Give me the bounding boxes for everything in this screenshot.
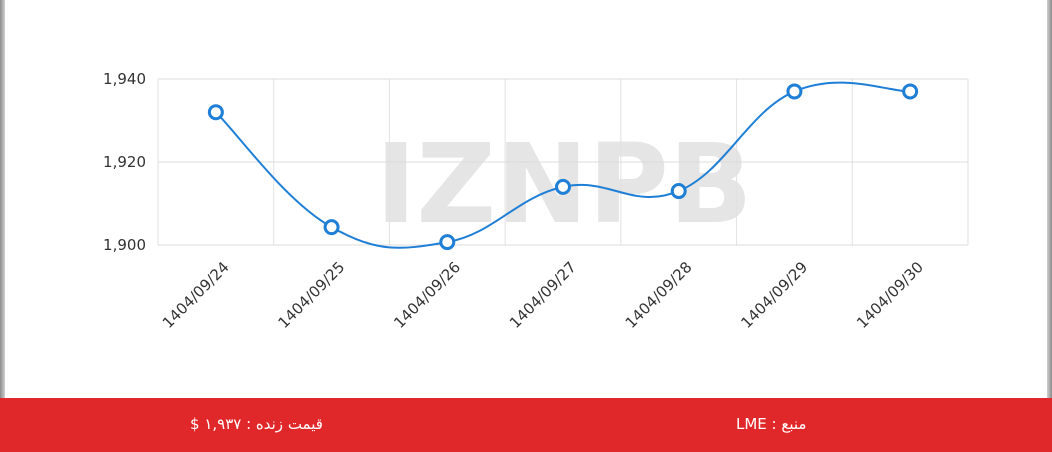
edge	[0, 0, 5, 398]
point	[670, 183, 687, 200]
footer: قیمت زنده : ۱,۹۳۷ $ منبع : LME	[0, 398, 1052, 452]
point	[207, 104, 224, 121]
live-price: قیمت زنده : ۱,۹۳۷ $	[190, 415, 323, 433]
y-tick-label: 1,940	[103, 70, 146, 88]
source: منبع : LME	[736, 415, 807, 433]
x-tick-label: 1404/09/28	[622, 258, 696, 332]
point	[555, 178, 571, 195]
point	[902, 83, 919, 100]
point	[323, 219, 340, 236]
y-tick-label: 1,920	[103, 153, 146, 171]
x-tick-label: 1404/09/25	[275, 258, 349, 332]
x-tick-label: 1404/09/27	[506, 258, 580, 332]
point	[786, 83, 803, 100]
point	[439, 234, 456, 251]
x-tick-label: 1404/09/29	[737, 258, 811, 332]
y-tick-label: 1,900	[103, 236, 146, 254]
x-tick-label: 1404/09/26	[390, 258, 464, 332]
x-tick-label: 1404/09/24	[159, 258, 233, 332]
x-tick-label: 1404/09/30	[853, 258, 927, 332]
